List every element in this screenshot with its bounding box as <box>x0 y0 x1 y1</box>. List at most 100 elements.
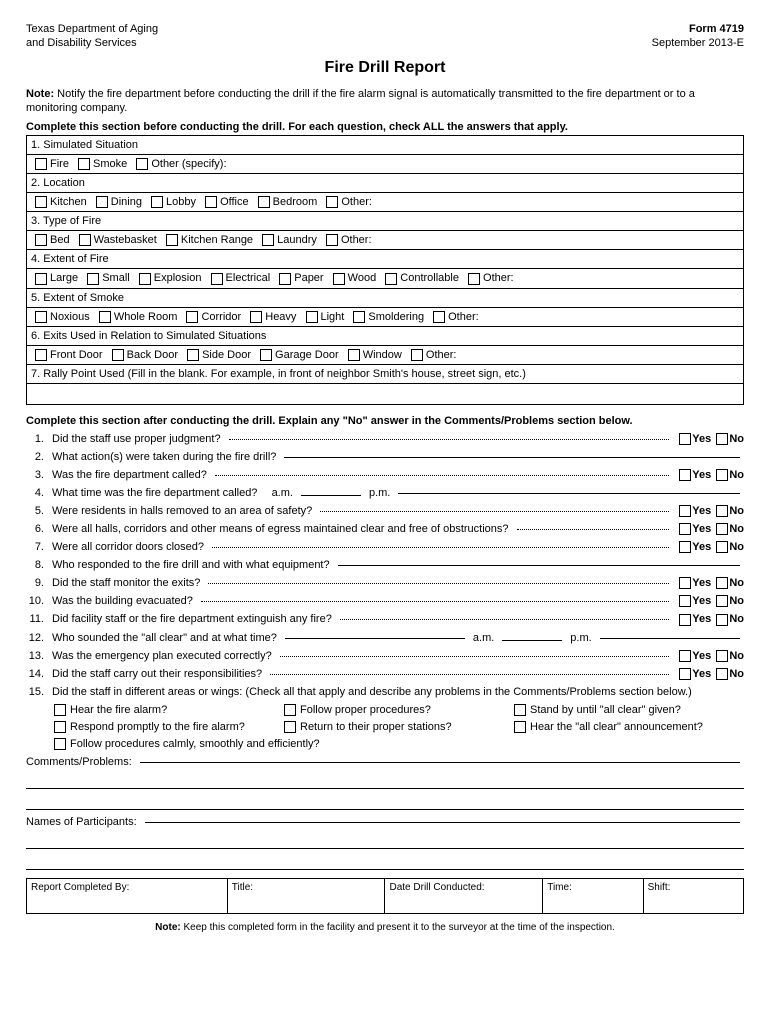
checkbox-smoke[interactable] <box>78 158 90 170</box>
q12-pm[interactable] <box>600 638 740 639</box>
checkbox-paper[interactable] <box>279 273 291 285</box>
q13-yes[interactable] <box>679 650 691 662</box>
q1: 1.Did the staff use proper judgment?Yes … <box>26 433 744 445</box>
q15-b[interactable] <box>284 704 296 716</box>
note-text: Note: Notify the fire department before … <box>26 87 744 116</box>
checkbox-heavy[interactable] <box>250 311 262 323</box>
q4-am[interactable] <box>301 495 361 496</box>
row5-opts: Noxious Whole Room Corridor Heavy Light … <box>27 307 744 326</box>
q12-who[interactable] <box>285 638 465 639</box>
checkbox-laundry[interactable] <box>262 234 274 246</box>
checkbox-light[interactable] <box>306 311 318 323</box>
checkbox-other-exit[interactable] <box>411 349 423 361</box>
q3-yes[interactable] <box>679 469 691 481</box>
row4-header: 4. Extent of Fire <box>27 250 744 269</box>
q11-no[interactable] <box>716 614 728 626</box>
q5: 5.Were residents in halls removed to an … <box>26 505 744 517</box>
q8: 8.Who responded to the fire drill and wi… <box>26 559 744 571</box>
checkbox-kitchen[interactable] <box>35 196 47 208</box>
q10-no[interactable] <box>716 595 728 607</box>
checkbox-explosion[interactable] <box>139 273 151 285</box>
q13-no[interactable] <box>716 650 728 662</box>
checkbox-controllable[interactable] <box>385 273 397 285</box>
participants-line2[interactable] <box>26 834 744 849</box>
q11-yes[interactable] <box>679 614 691 626</box>
checkbox-wholeroom[interactable] <box>99 311 111 323</box>
sig-shift[interactable]: Shift: <box>643 878 743 913</box>
checkbox-other-smoke[interactable] <box>433 311 445 323</box>
q9: 9.Did the staff monitor the exits?Yes No <box>26 577 744 589</box>
sig-time[interactable]: Time: <box>543 878 643 913</box>
checkbox-other-type[interactable] <box>326 234 338 246</box>
comments-line2[interactable] <box>26 774 744 789</box>
checkbox-other-extent[interactable] <box>468 273 480 285</box>
checkbox-large[interactable] <box>35 273 47 285</box>
checkbox-small[interactable] <box>87 273 99 285</box>
checkbox-backdoor[interactable] <box>112 349 124 361</box>
q15-f[interactable] <box>514 721 526 733</box>
q8-input[interactable] <box>338 565 740 566</box>
q15-e[interactable] <box>284 721 296 733</box>
comments-line3[interactable] <box>26 795 744 810</box>
checkbox-frontdoor[interactable] <box>35 349 47 361</box>
comments-input[interactable] <box>140 762 740 763</box>
checkbox-office[interactable] <box>205 196 217 208</box>
sig-date[interactable]: Date Drill Conducted: <box>385 878 543 913</box>
participants-input[interactable] <box>145 822 740 823</box>
q3: 3.Was the fire department called?Yes No <box>26 469 744 481</box>
checkbox-noxious[interactable] <box>35 311 47 323</box>
checkbox-sidedoor[interactable] <box>187 349 199 361</box>
q14-no[interactable] <box>716 668 728 680</box>
q7-no[interactable] <box>716 541 728 553</box>
row6-header: 6. Exits Used in Relation to Simulated S… <box>27 326 744 345</box>
q15-c[interactable] <box>514 704 526 716</box>
q6-no[interactable] <box>716 523 728 535</box>
checkbox-kitchenrange[interactable] <box>166 234 178 246</box>
signature-table: Report Completed By: Title: Date Drill C… <box>26 878 744 914</box>
row1-opts: Fire Smoke Other (specify): <box>27 155 744 174</box>
checkbox-other-loc[interactable] <box>326 196 338 208</box>
checkbox-window[interactable] <box>348 349 360 361</box>
checkbox-bed[interactable] <box>35 234 47 246</box>
checkbox-corridor[interactable] <box>186 311 198 323</box>
sig-title[interactable]: Title: <box>227 878 385 913</box>
row7-blank[interactable] <box>27 383 744 404</box>
q4-pm[interactable] <box>398 493 740 494</box>
row3-opts: Bed Wastebasket Kitchen Range Laundry Ot… <box>27 231 744 250</box>
q12-am[interactable] <box>502 640 562 641</box>
checkbox-lobby[interactable] <box>151 196 163 208</box>
q11: 11.Did facility staff or the fire depart… <box>26 613 744 625</box>
q2-input[interactable] <box>284 457 740 458</box>
q15-g[interactable] <box>54 738 66 750</box>
checkbox-garagedoor[interactable] <box>260 349 272 361</box>
row3-header: 3. Type of Fire <box>27 212 744 231</box>
checkbox-smoldering[interactable] <box>353 311 365 323</box>
q9-yes[interactable] <box>679 577 691 589</box>
q3-no[interactable] <box>716 469 728 481</box>
row6-opts: Front Door Back Door Side Door Garage Do… <box>27 345 744 364</box>
form-header: Texas Department of Aging and Disability… <box>26 22 744 51</box>
checkbox-bedroom[interactable] <box>258 196 270 208</box>
q1-yes[interactable] <box>679 433 691 445</box>
participants-line3[interactable] <box>26 855 744 870</box>
q6-yes[interactable] <box>679 523 691 535</box>
row2-opts: Kitchen Dining Lobby Office Bedroom Othe… <box>27 193 744 212</box>
q7-yes[interactable] <box>679 541 691 553</box>
checkbox-wastebasket[interactable] <box>79 234 91 246</box>
q15-a[interactable] <box>54 704 66 716</box>
checkbox-other-sit[interactable] <box>136 158 148 170</box>
q1-no[interactable] <box>716 433 728 445</box>
section2-instruction: Complete this section after conducting t… <box>26 415 744 427</box>
checkbox-fire[interactable] <box>35 158 47 170</box>
q10-yes[interactable] <box>679 595 691 607</box>
checkbox-electrical[interactable] <box>211 273 223 285</box>
footnote: Note: Keep this completed form in the fa… <box>26 922 744 933</box>
q5-no[interactable] <box>716 505 728 517</box>
checkbox-wood[interactable] <box>333 273 345 285</box>
checkbox-dining[interactable] <box>96 196 108 208</box>
q5-yes[interactable] <box>679 505 691 517</box>
sig-completed[interactable]: Report Completed By: <box>27 878 228 913</box>
q9-no[interactable] <box>716 577 728 589</box>
q15-d[interactable] <box>54 721 66 733</box>
q14-yes[interactable] <box>679 668 691 680</box>
